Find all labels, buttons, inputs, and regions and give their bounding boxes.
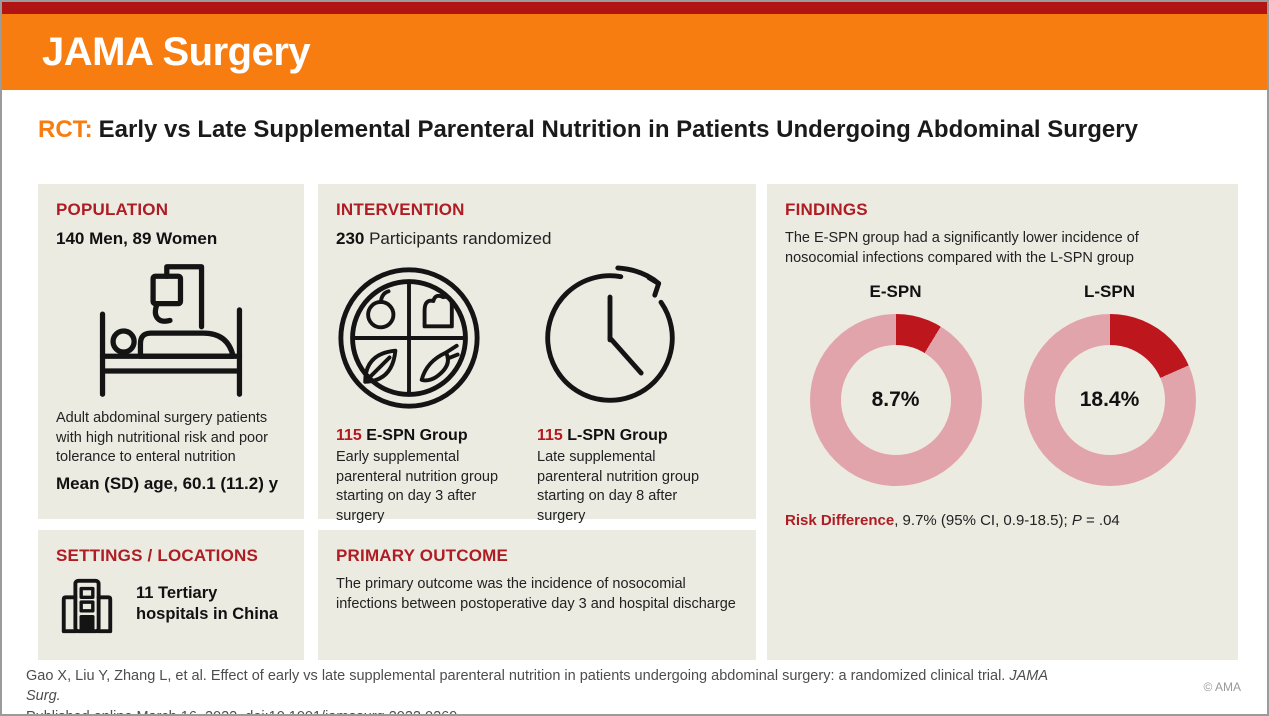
clock-icon [537,265,724,417]
settings-text: 11 Tertiary hospitals in China [136,584,279,623]
food-plate-icon [336,265,523,417]
primary-outcome-text: The primary outcome was the incidence of… [336,576,736,612]
population-panel: POPULATION 140 Men, 89 Women Adult abdom… [38,184,304,519]
citation-journal: JAMA Surg. [26,668,1048,705]
lspn-donut-block: L-SPN 18.4% [1014,282,1206,487]
lspn-group-n: 115 [537,427,568,444]
hospital-icon [56,575,118,642]
findings-panel: FINDINGS The E-SPN group had a significa… [767,184,1238,660]
top-accent-bar [2,2,1267,14]
ama-copyright: © AMA [1203,680,1241,694]
population-heading: POPULATION [56,200,169,219]
espn-group-n: 115 [336,427,367,444]
study-title-text: Early vs Late Supplemental Parenteral Nu… [98,116,1138,143]
settings-panel: SETTINGS / LOCATIONS 11 Tertiary hospita… [38,530,304,660]
study-type-tag: RCT: [38,116,93,143]
population-description: Adult abdominal surgery patients with hi… [56,410,268,466]
lspn-group-heading: 115 L-SPN Group [537,427,668,444]
study-title: RCT: Early vs Late Supplemental Parentera… [38,116,1237,144]
patient-in-bed-icon [56,261,286,401]
espn-donut-chart: 8.7% [809,314,982,487]
primary-outcome-panel: PRIMARY OUTCOME The primary outcome was … [318,530,756,660]
intervention-heading: INTERVENTION [336,200,465,219]
findings-donut-charts: E-SPN 8.7% L-SPN 18.4% [785,282,1220,487]
population-demographics: 140 Men, 89 Women [56,229,218,248]
population-age: Mean (SD) age, 60.1 (11.2) y [56,473,279,493]
citation-doi: Published online March 16, 2022. doi:10.… [26,709,457,714]
espn-donut-label: E-SPN [869,282,922,302]
espn-group-column: 115 E-SPN Group Early supplemental paren… [336,259,537,526]
risk-difference-line: Risk Difference, 9.7% (95% CI, 0.9-18.5)… [785,512,1120,530]
lspn-donut-label: L-SPN [1084,282,1135,302]
citation-text: Gao X, Liu Y, Zhang L, et al. Effect of … [26,668,1010,684]
lspn-donut-chart: 18.4% [1023,314,1196,487]
journal-title: JAMA Surgery [42,29,311,74]
intervention-count: 230 [336,229,365,248]
lspn-group-description: Late supplemental parenteral nutrition g… [537,449,700,524]
espn-donut-value: 8.7% [871,388,920,412]
espn-group-description: Early supplemental parenteral nutrition … [336,449,499,524]
masthead: JAMA Surgery [2,14,1267,90]
espn-donut-block: E-SPN 8.7% [800,282,992,487]
citation: Gao X, Liu Y, Zhang L, et al. Effect of … [26,666,1067,714]
espn-donut-hole: 8.7% [840,345,951,456]
findings-summary: The E-SPN group had a significantly lowe… [785,230,1139,266]
lspn-donut-hole: 18.4% [1054,345,1165,456]
lspn-donut-value: 18.4% [1079,388,1140,412]
settings-heading: SETTINGS / LOCATIONS [56,546,259,565]
espn-group-heading: 115 E-SPN Group [336,427,468,444]
intervention-panel: INTERVENTION 230 Participants randomized [318,184,756,524]
lspn-group-column: 115 L-SPN Group Late supplemental parent… [537,259,738,526]
intervention-count-label: Participants randomized [364,229,552,248]
primary-outcome-heading: PRIMARY OUTCOME [336,546,509,565]
findings-heading: FINDINGS [785,200,868,219]
